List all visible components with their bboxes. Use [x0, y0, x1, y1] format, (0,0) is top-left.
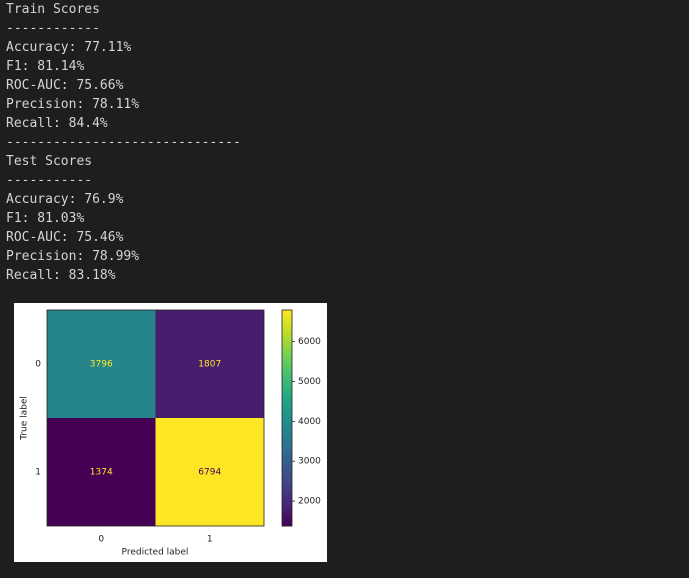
- colorbar-step: [282, 454, 292, 459]
- cell-value: 1807: [198, 360, 221, 370]
- output-line: Accuracy: 77.11%: [6, 40, 132, 55]
- colorbar-step: [282, 410, 292, 415]
- colorbar-step: [282, 396, 292, 401]
- colorbar-step: [282, 522, 292, 527]
- colorbar-step: [282, 421, 292, 426]
- output-line: Recall: 83.18%: [6, 268, 116, 283]
- colorbar-tick-label: 4000: [298, 417, 321, 427]
- colorbar-step: [282, 317, 292, 322]
- colorbar-tick-label: 6000: [298, 337, 321, 347]
- colorbar-step: [282, 425, 292, 430]
- colorbar-step: [282, 490, 292, 495]
- colorbar-step: [282, 504, 292, 509]
- colorbar-step: [282, 443, 292, 448]
- colorbar-step: [282, 515, 292, 520]
- colorbar-step: [282, 479, 292, 484]
- colorbar-step: [282, 432, 292, 437]
- colorbar-step: [282, 518, 292, 523]
- output-line: Precision: 78.11%: [6, 97, 140, 112]
- colorbar-tick-label: 5000: [298, 377, 321, 387]
- cell-value: 1374: [90, 468, 113, 478]
- colorbar-step: [282, 353, 292, 358]
- output-line: ROC-AUC: 75.46%: [6, 230, 124, 245]
- confusion-matrix: Predicted label True label 3796 1807 1374 6…: [14, 303, 327, 562]
- colorbar-step: [282, 414, 292, 419]
- colorbar-step: [282, 493, 292, 498]
- colorbar-step: [282, 374, 292, 379]
- cell-value: 6794: [198, 468, 221, 478]
- matrix-cell: [47, 418, 156, 526]
- colorbar-step: [282, 407, 292, 412]
- colorbar-step: [282, 436, 292, 441]
- x-tick-label: 0: [98, 535, 104, 545]
- output-line: Recall: 84.4%: [6, 116, 108, 131]
- colorbar-step: [282, 392, 292, 397]
- colorbar-step: [282, 461, 292, 466]
- colorbar-step: [282, 335, 292, 340]
- y-axis-label: True label: [20, 396, 30, 441]
- colorbar-step: [282, 338, 292, 343]
- colorbar-step: [282, 310, 292, 315]
- output-line: Accuracy: 76.9%: [6, 192, 124, 207]
- matrix-cell: [47, 310, 156, 418]
- output-line: Test Scores: [6, 154, 93, 169]
- colorbar-step: [282, 482, 292, 487]
- colorbar-step: [282, 400, 292, 405]
- colorbar-step: [282, 342, 292, 347]
- colorbar-step: [282, 349, 292, 354]
- colorbar-step: [282, 418, 292, 423]
- colorbar-tick-label: 2000: [298, 497, 321, 507]
- matrix-cell: [155, 310, 264, 418]
- colorbar-step: [282, 324, 292, 329]
- colorbar-step: [282, 511, 292, 516]
- colorbar-step: [282, 497, 292, 502]
- colorbar-tick-label: 3000: [298, 457, 321, 467]
- colorbar-step: [282, 382, 292, 387]
- colorbar-step: [282, 428, 292, 433]
- colorbar-step: [282, 364, 292, 369]
- colorbar-frame: [281, 309, 293, 527]
- colorbar-step: [282, 367, 292, 372]
- colorbar-step: [282, 360, 292, 365]
- output-line: Train Scores: [6, 2, 100, 17]
- colorbar-step: [282, 356, 292, 361]
- colorbar-step: [282, 508, 292, 513]
- colorbar-step: [282, 331, 292, 336]
- colorbar-step: [282, 472, 292, 477]
- colorbar-step: [282, 446, 292, 451]
- output-line: F1: 81.14%: [6, 59, 85, 74]
- colorbar-step: [282, 328, 292, 333]
- x-tick-label: 1: [207, 535, 213, 545]
- colorbar-step: [282, 378, 292, 383]
- y-tick-label: 0: [35, 360, 41, 370]
- x-axis-label: Predicted label: [122, 548, 189, 558]
- colorbar-step: [282, 468, 292, 473]
- colorbar-step: [282, 475, 292, 480]
- colorbar-step: [282, 385, 292, 390]
- colorbar-step: [282, 457, 292, 462]
- output-line: ROC-AUC: 75.66%: [6, 78, 124, 93]
- output-line: F1: 81.03%: [6, 211, 85, 226]
- colorbar-step: [282, 486, 292, 491]
- output-line: ------------------------------: [6, 135, 241, 150]
- colorbar-step: [282, 320, 292, 325]
- matrix-cell: [155, 418, 264, 526]
- y-tick-label: 1: [35, 468, 41, 478]
- colorbar-step: [282, 346, 292, 351]
- cell-value: 3796: [90, 360, 113, 370]
- matrix-frame: [46, 309, 265, 527]
- colorbar-step: [282, 439, 292, 444]
- colorbar-step: [282, 389, 292, 394]
- output-line: ------------: [6, 21, 100, 36]
- colorbar-step: [282, 313, 292, 318]
- output-line: Precision: 78.99%: [6, 249, 140, 264]
- colorbar-step: [282, 371, 292, 376]
- cell-output: Train Scores ------------ Accuracy: 77.11%…: [6, 0, 241, 285]
- colorbar-step: [282, 450, 292, 455]
- colorbar-step: [282, 403, 292, 408]
- output-line: -----------: [6, 173, 93, 188]
- colorbar-step: [282, 464, 292, 469]
- colorbar-step: [282, 500, 292, 505]
